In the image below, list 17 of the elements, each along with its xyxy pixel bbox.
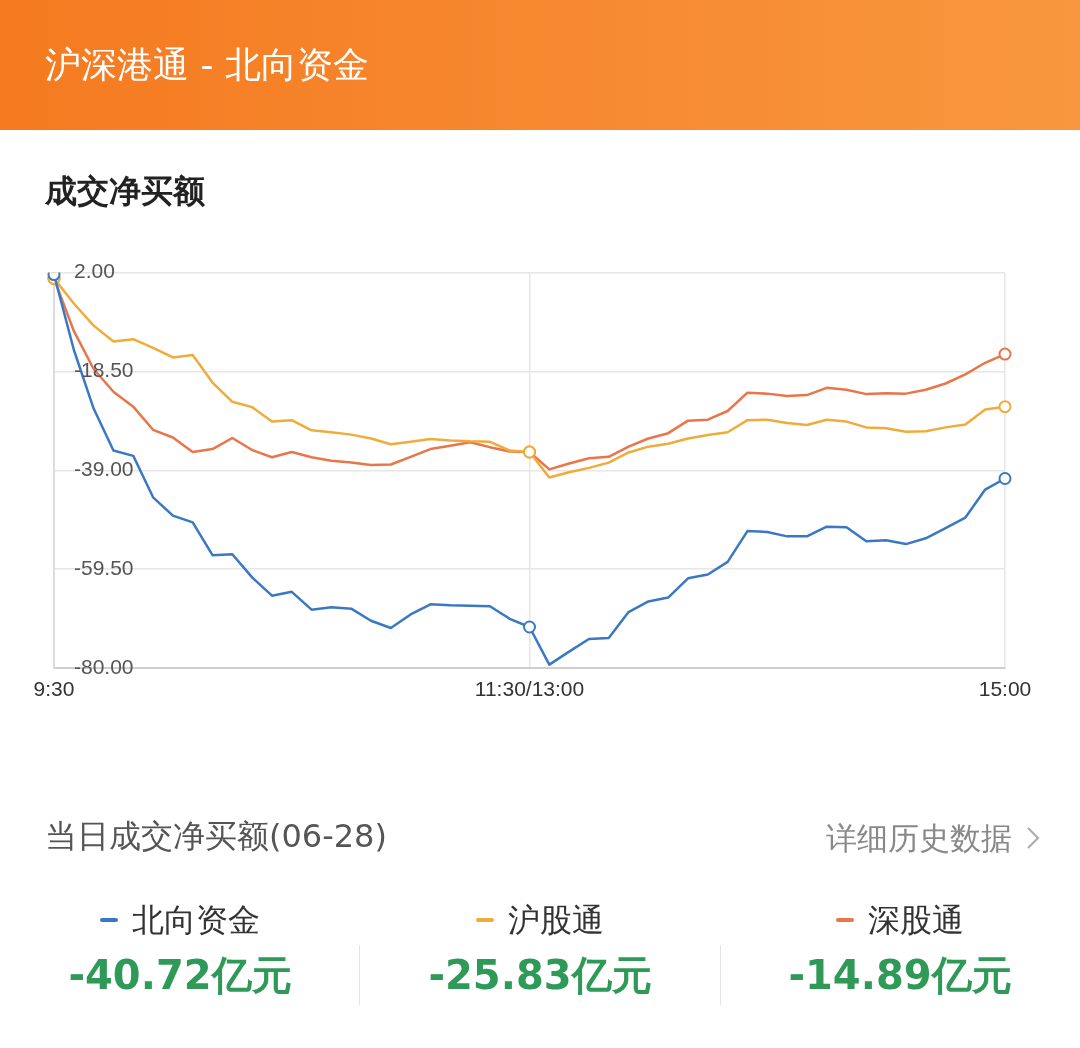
legend-label: 沪股通 xyxy=(508,900,604,941)
text: -14.89亿元 xyxy=(787,951,1013,1000)
chart-subtitle: 成交净买额 xyxy=(45,171,205,212)
text: -25.83亿元 xyxy=(427,951,653,1000)
chart-title: 沪深港通 - 北向资金 xyxy=(45,43,369,87)
legend-label: 北向资金 xyxy=(132,900,260,941)
y-tick-label: 2.00 xyxy=(74,259,115,283)
x-tick-label: 11:30/13:00 xyxy=(474,677,585,701)
text: -40.72亿元 xyxy=(67,951,293,1000)
x-tick-label: 9:30 xyxy=(33,677,75,701)
text: 详细历史数据 xyxy=(826,819,1012,858)
x-tick-label: 15:00 xyxy=(978,677,1032,701)
y-tick-label: -39.00 xyxy=(74,457,134,481)
y-tick-label: -59.50 xyxy=(74,555,134,579)
text: 当日成交净买额(06-28) xyxy=(45,816,387,857)
y-tick-label: -80.00 xyxy=(74,654,134,678)
legend-label: 深股通 xyxy=(868,900,964,941)
